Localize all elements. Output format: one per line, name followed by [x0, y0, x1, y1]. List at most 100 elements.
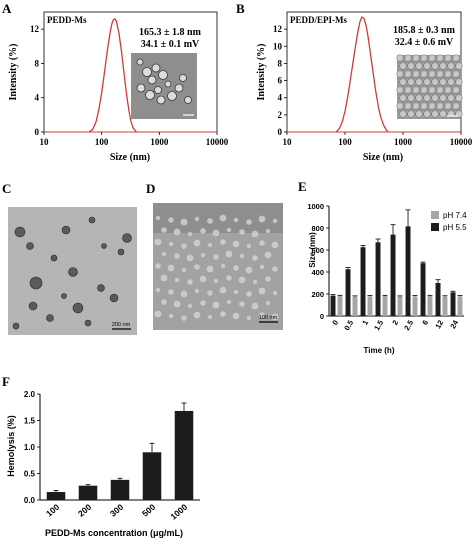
plot-a-size-stat: 165.3 ± 1.8 nm [139, 27, 202, 38]
tem-image-d-particle [168, 289, 174, 295]
tem-image-d-particle [174, 277, 180, 283]
plot-b-ytick-label: 0 [278, 127, 283, 137]
tem-image-d-particle [239, 301, 245, 307]
tem-image-d-particle [155, 263, 161, 269]
tem-image-c-particles [12, 216, 132, 330]
legend-swatch-ph74 [431, 211, 439, 219]
tem-inset-b-particle [444, 86, 452, 94]
plot-b-ylabel: Intensity (%) [256, 44, 267, 101]
tem-inset-b-particle [455, 94, 463, 102]
plot-f-xtick-label: 1000 [168, 502, 189, 522]
plot-a-xlabel: Size (nm) [110, 152, 150, 163]
tem-image-d-particle [200, 252, 206, 258]
plot-f-xtick-label: 100 [44, 502, 62, 519]
tem-inset-b-particle [439, 62, 447, 70]
plot-f-xtick-label: 300 [108, 502, 126, 519]
tem-inset-a [131, 53, 197, 119]
tem-image-d-particle [239, 229, 245, 235]
plot-e-xtick-label: 24 [448, 318, 460, 330]
tem-image-d-particle [160, 274, 168, 282]
plot-e-bar [345, 269, 351, 316]
plot-a-xtick-label: 1000 [150, 137, 169, 147]
panel-f: F Hemolysis (%) PEDD-Ms concentration (μ… [2, 374, 200, 538]
tem-inset-b-particle [455, 62, 463, 70]
tem-image-d-scale-label: 100 nm [259, 315, 278, 321]
plot-a-ytick-label: 4 [35, 93, 40, 103]
tem-image-d-particle [168, 313, 174, 319]
panel-a: A Intensity (%) Size (nm) PEDD-Ms 165.3 … [2, 1, 229, 163]
tem-image-d-particle [246, 315, 252, 321]
tem-inset-b-particle [407, 94, 415, 102]
tem-image-d-particle [207, 314, 213, 320]
tem-image-d-particle [246, 219, 252, 225]
plot-e-bar [442, 296, 448, 316]
tem-image-d-particle [226, 275, 232, 281]
tem-image-d-particle [252, 279, 258, 285]
tem-inset-b-particle [404, 54, 412, 62]
tem-image-d-particle [161, 251, 167, 257]
tem-inset-b [396, 54, 463, 119]
tem-image-d-particle [251, 230, 259, 238]
tem-inset-b-particle [407, 62, 415, 70]
tem-image-d-particle [219, 214, 227, 222]
plot-a-ytick-label: 8 [35, 58, 40, 68]
plot-f-ylabel: Hemolysis (%) [6, 415, 16, 477]
panel-c-letter: C [2, 181, 11, 196]
plot-b-xtick-label: 1000 [394, 137, 413, 147]
tem-inset-b-particle [423, 94, 431, 102]
tem-image-d-particle [155, 215, 161, 221]
tem-image-d-particle [232, 240, 240, 248]
tem-image-d-particle [265, 228, 271, 234]
tem-inset-b-particle [436, 70, 444, 78]
tem-image-d-particle [194, 288, 200, 294]
tem-image-d-particle [226, 299, 232, 305]
tem-image-d-particle [194, 216, 200, 222]
panel-e: E Size (nm) Time (h) pH 7.4 pH 5.5 0 200 4… [298, 179, 467, 355]
tem-image-d-particle [258, 215, 266, 223]
plot-f-bar [46, 492, 66, 500]
tem-inset-b-particle [444, 102, 452, 110]
panel-d: D 100 nm [146, 181, 283, 330]
tem-inset-b-particle [423, 62, 431, 70]
tem-image-d-particle [194, 264, 200, 270]
tem-image-d-particle [272, 290, 278, 296]
tem-inset-b-particle [399, 62, 407, 70]
tem-image-c-scale-label: 200 nm [112, 322, 131, 328]
plot-e-xtick-label: 0 [330, 319, 340, 327]
plot-e-xtick-label: 12 [433, 319, 445, 331]
plot-b-xlabel: Size (nm) [363, 152, 403, 163]
tem-image-d-particle [264, 251, 272, 259]
tem-inset-b-particle [431, 78, 439, 86]
tem-inset-b-particle [431, 94, 439, 102]
plot-e-bar [450, 292, 456, 316]
tem-image-d-particle [265, 276, 271, 282]
plot-a: Intensity (%) Size (nm) PEDD-Ms 165.3 ± … [8, 11, 229, 163]
tem-inset-b-particle [428, 54, 436, 62]
tem-inset-b-particle [452, 102, 460, 110]
tem-image-d-particle [180, 290, 188, 298]
tem-image-d-particle [220, 239, 226, 245]
plot-e: Size (nm) Time (h) pH 7.4 pH 5.5 0 200 400… [307, 202, 467, 355]
tem-image-d-particle [245, 266, 253, 274]
plot-e-bar [420, 263, 426, 316]
plot-e-bar [457, 296, 463, 316]
plot-f-ytick-label: 1.0 [24, 443, 36, 452]
tem-image-d-particle [252, 255, 258, 261]
tem-image-d-particle [226, 227, 232, 233]
tem-image-d-particle [155, 287, 161, 293]
plot-e-ytick-label: 800 [311, 224, 324, 233]
plot-f-ytick-label: 0.5 [24, 470, 36, 479]
tem-image-d-particle [207, 242, 213, 248]
tem-image-d-particle [168, 241, 174, 247]
tem-image-d-particle [258, 287, 266, 295]
plot-f: Hemolysis (%) PEDD-Ms concentration (μg/… [6, 390, 200, 538]
tem-inset-b-particle [428, 102, 436, 110]
plot-e-bar [405, 226, 411, 316]
plot-e-bar [412, 296, 418, 316]
plot-b-xtick-label: 10000 [450, 137, 473, 147]
plot-f-ytick-label: 1.5 [24, 417, 36, 426]
tem-image-d-particle [251, 302, 259, 310]
tem-inset-b-particle [431, 62, 439, 70]
tem-inset-b-particle [436, 102, 444, 110]
tem-image-d-particle [213, 254, 219, 260]
